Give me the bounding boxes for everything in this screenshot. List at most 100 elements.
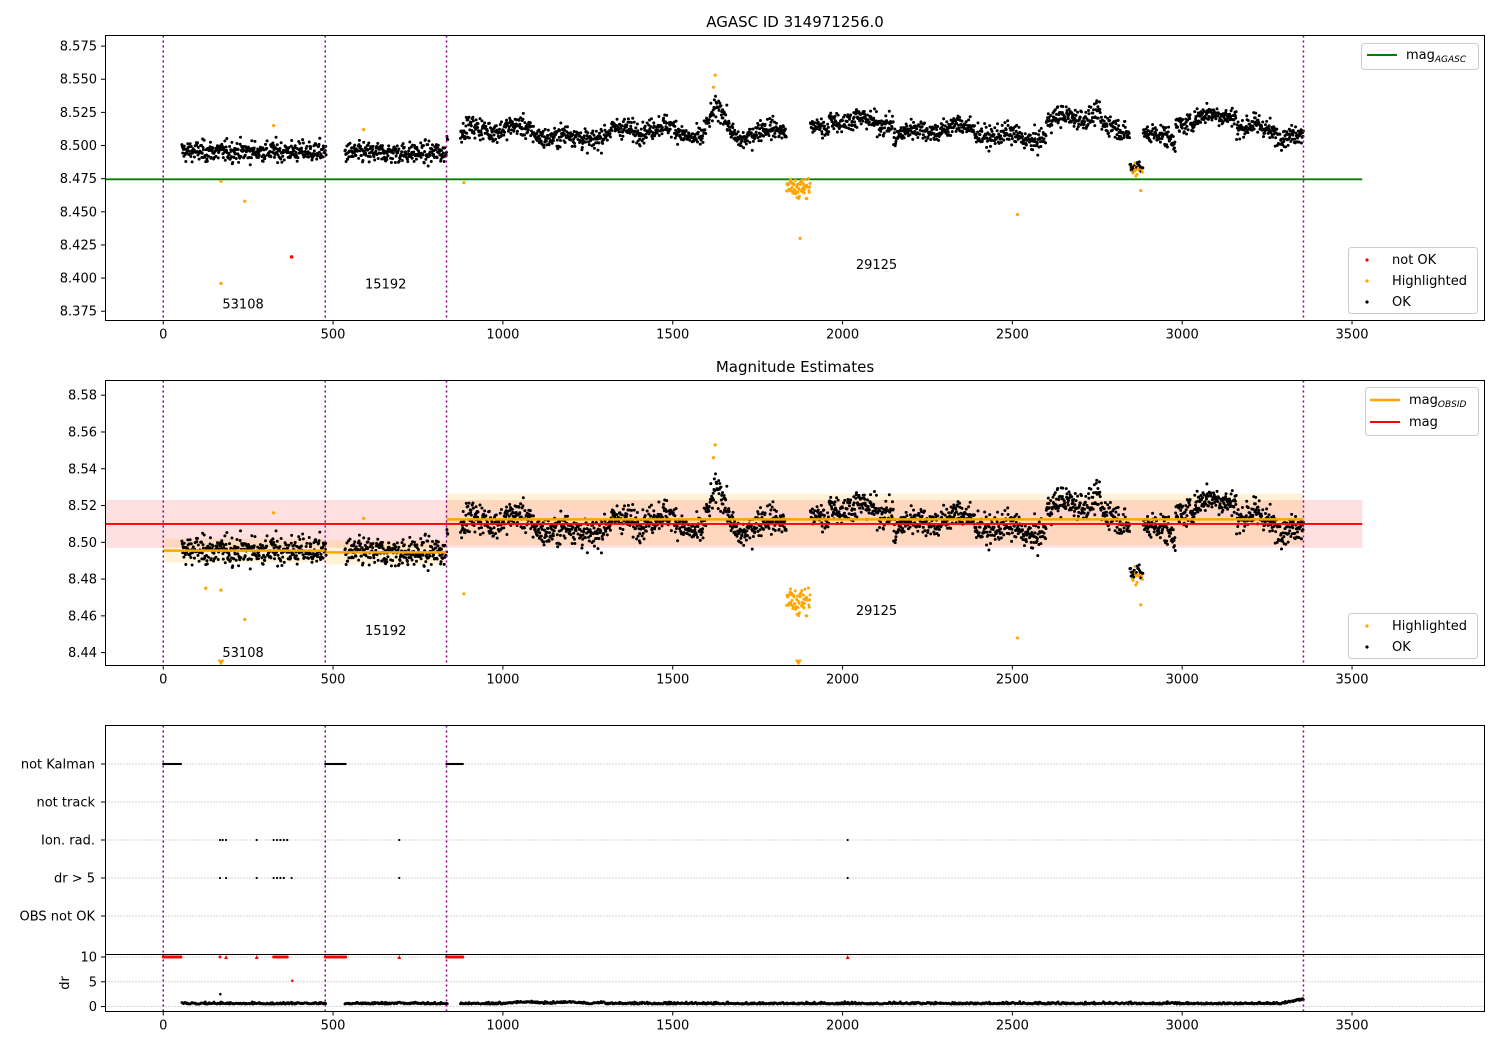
ok-point — [601, 141, 605, 145]
ok-point — [602, 526, 606, 530]
ok-point — [731, 126, 735, 130]
ok-point — [890, 125, 894, 129]
ok-point — [434, 546, 438, 550]
ok-point — [394, 555, 398, 559]
ok-point — [714, 501, 718, 505]
y-tick-label: 8.575 — [60, 40, 97, 55]
ok-point — [596, 148, 600, 152]
ok-point — [502, 526, 506, 530]
ok-point — [197, 559, 201, 563]
ok-point — [524, 137, 528, 141]
ok-point — [515, 129, 519, 133]
ok-point — [1285, 130, 1289, 134]
ok-point — [412, 159, 416, 163]
ok-point — [348, 537, 352, 541]
ok-point — [739, 541, 743, 545]
ok-point — [583, 140, 587, 144]
ok-point — [682, 137, 686, 141]
ok-point — [695, 510, 699, 514]
ok-point — [977, 531, 981, 535]
ok-point — [1020, 132, 1024, 136]
ok-point — [1176, 125, 1180, 129]
ok-point — [997, 524, 1001, 528]
ok-point — [429, 563, 433, 567]
ok-point — [956, 123, 960, 127]
ok-point — [476, 510, 480, 514]
ok-point — [1185, 124, 1189, 128]
ok-point — [867, 511, 871, 515]
ok-point — [926, 528, 930, 532]
ok-point — [608, 131, 612, 135]
ok-point — [826, 125, 830, 129]
ok-point — [432, 553, 436, 557]
ok-point — [1164, 126, 1168, 130]
ok-point — [880, 119, 884, 123]
ok-point — [1158, 140, 1162, 144]
ok-point — [400, 158, 404, 162]
ok-point — [744, 538, 748, 542]
ok-point — [183, 553, 187, 557]
ok-point — [662, 116, 666, 120]
ok-point — [882, 131, 886, 135]
ok-point — [396, 548, 400, 552]
ok-point — [1149, 140, 1153, 144]
ok-point — [406, 160, 410, 164]
ok-point — [826, 122, 830, 126]
ok-point — [626, 503, 630, 507]
ok-point — [1010, 527, 1014, 531]
ok-point — [760, 126, 764, 130]
ok-point — [987, 525, 991, 529]
ok-point — [442, 562, 446, 566]
ok-point — [641, 508, 645, 512]
ok-point — [636, 129, 640, 133]
ok-point — [443, 146, 447, 150]
ok-point — [196, 145, 200, 149]
highlighted-point — [806, 586, 810, 590]
ok-point — [1173, 140, 1177, 144]
ok-point — [290, 139, 294, 143]
ok-point — [279, 559, 283, 563]
ok-point — [1146, 129, 1150, 133]
ok-point — [1137, 160, 1141, 164]
ok-point — [321, 155, 325, 159]
ok-point — [426, 164, 430, 168]
ok-point — [664, 121, 668, 125]
ok-point — [829, 495, 833, 499]
ok-point — [196, 141, 200, 145]
ok-point — [552, 529, 556, 533]
ok-point — [276, 553, 280, 557]
ok-point — [696, 130, 700, 134]
agasc-axes: 0 500 1000 1500 2000 2500 3000 35008.3758.4008.… — [60, 40, 1369, 343]
ok-point — [1203, 121, 1207, 125]
ok-point — [227, 553, 231, 557]
ok-point — [698, 142, 702, 146]
ok-point — [862, 493, 866, 497]
ok-point — [1042, 137, 1046, 141]
ok-point — [605, 533, 609, 537]
ok-point — [227, 153, 231, 157]
ok-point — [201, 543, 205, 547]
ok-point — [849, 498, 853, 502]
ok-point — [187, 149, 191, 153]
ok-point — [205, 559, 209, 563]
ok-point — [863, 497, 867, 501]
ok-point — [755, 133, 759, 137]
ok-point — [426, 569, 430, 573]
ok-point — [1074, 113, 1078, 117]
ok-point — [826, 525, 830, 529]
ok-point — [1059, 126, 1063, 130]
ok-point — [1078, 115, 1082, 119]
ok-point — [1121, 124, 1125, 128]
ok-point — [1110, 128, 1114, 132]
ok-point — [439, 560, 443, 564]
ok-point — [507, 514, 511, 518]
ok-point — [656, 128, 660, 132]
highlighted-point — [792, 183, 796, 187]
ok-point — [822, 120, 826, 124]
x-tick-label: 1500 — [656, 328, 689, 343]
ok-point — [1072, 124, 1076, 128]
ok-point — [587, 539, 591, 543]
ok-point — [264, 142, 268, 146]
ok-point — [813, 121, 817, 125]
ok-point — [265, 139, 269, 143]
